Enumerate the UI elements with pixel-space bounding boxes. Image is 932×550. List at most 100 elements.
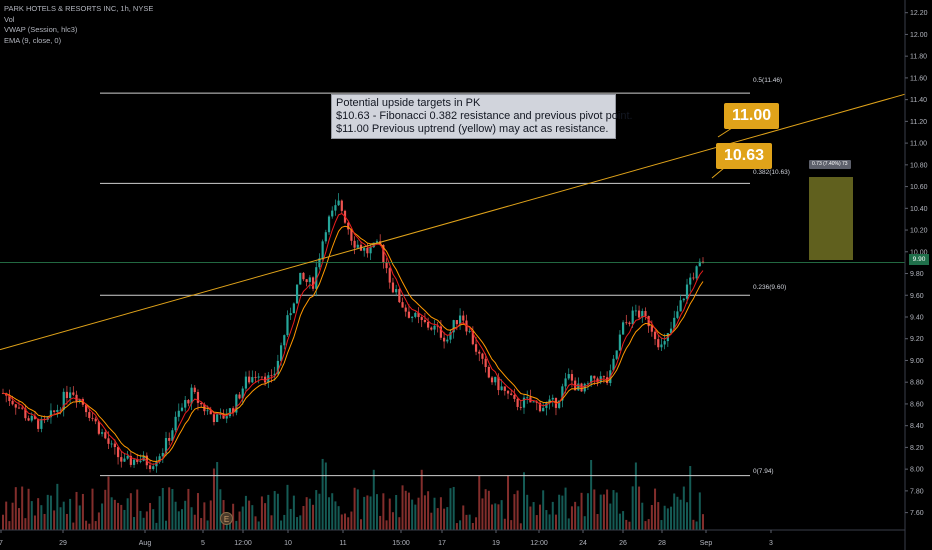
- volume-bar: [692, 519, 695, 530]
- candle-body: [490, 377, 494, 383]
- volume-bar: [462, 505, 465, 530]
- volume-bar: [567, 518, 570, 530]
- volume-bar: [455, 523, 458, 530]
- volume-bar: [494, 503, 497, 530]
- candle-body: [209, 410, 212, 415]
- volume-bar: [286, 484, 289, 530]
- candle-body: [113, 443, 116, 448]
- volume-bar: [475, 517, 478, 530]
- candle-body: [484, 358, 487, 367]
- price-tick-label: 10.60: [910, 184, 928, 191]
- volume-bar: [663, 505, 666, 530]
- volume-bar: [596, 514, 599, 530]
- volume-bar: [193, 514, 196, 530]
- fib-label-0-382: 0.382(10.63): [753, 169, 790, 176]
- volume-bar: [526, 494, 529, 530]
- callout-lower-target[interactable]: 10.63: [716, 143, 773, 169]
- volume-bar: [465, 514, 468, 530]
- volume-bar: [519, 523, 522, 530]
- callout-upper-target[interactable]: 11.00: [724, 103, 780, 129]
- volume-bar: [459, 520, 462, 530]
- price-tick-label: 9.80: [910, 271, 924, 278]
- long-position-box[interactable]: [809, 177, 853, 260]
- candle-body: [187, 400, 190, 404]
- candle-body: [206, 410, 209, 412]
- candle-body: [375, 241, 379, 243]
- volume-bar: [145, 511, 148, 530]
- indicator-lines: [2, 212, 704, 465]
- uptrend-line[interactable]: [0, 93, 906, 351]
- volume-bar: [72, 522, 75, 530]
- volume-bar: [168, 487, 171, 530]
- volume-bar: [443, 508, 446, 530]
- volume-bar: [554, 514, 557, 530]
- candle-body: [692, 277, 695, 279]
- time-tick-label: 26: [619, 540, 627, 547]
- candle-body: [254, 377, 257, 378]
- price-tick-label: 10.80: [910, 162, 928, 169]
- volume-bar: [673, 493, 676, 530]
- candle-body: [152, 466, 155, 470]
- legend-vwap[interactable]: VWAP (Session, hlc3): [4, 25, 78, 34]
- fib-label-0-5: 0.5(11.46): [753, 77, 783, 84]
- volume-bar: [318, 493, 321, 530]
- volume-bar: [366, 495, 369, 530]
- candle-body: [414, 312, 417, 317]
- time-tick-label: 12:00: [234, 540, 252, 547]
- candle-body: [311, 277, 315, 289]
- volume-bar: [427, 491, 430, 530]
- volume-bar: [602, 494, 605, 530]
- volume-bar: [344, 513, 347, 530]
- volume-bar: [149, 502, 152, 530]
- volume-bar: [321, 458, 324, 530]
- fib-label-0: 0(7.94): [753, 468, 774, 475]
- candle-body: [40, 418, 43, 429]
- candle-body: [455, 320, 458, 325]
- time-tick-label: 19: [492, 540, 500, 547]
- volume-bar: [40, 505, 43, 530]
- price-tick-label: 9.60: [910, 293, 924, 300]
- time-tick-label: 29: [59, 540, 67, 547]
- candle-body: [391, 282, 395, 293]
- time-axis[interactable]: 7 29 Aug 5 12:00 10 11 15:00 17 19 12:00 24 26 28 Sep 3: [0, 529, 905, 547]
- annotation-note[interactable]: Potential upside targets in PK $10.63 - …: [331, 94, 633, 139]
- volume-bar: [401, 485, 404, 530]
- volume-bar: [27, 488, 30, 530]
- candle-body: [248, 376, 251, 383]
- price-axis[interactable]: 12.20 12.00 11.80 11.60 11.40 11.20 11.00 10.80…: [904, 0, 928, 550]
- volume-bar: [612, 490, 615, 530]
- candle-body: [682, 298, 685, 301]
- volume-bar: [570, 506, 573, 530]
- candle-body: [324, 232, 327, 242]
- volume-bar: [491, 504, 494, 530]
- volume-bar: [165, 520, 168, 530]
- volume-bar: [404, 490, 407, 530]
- volume-bar: [184, 500, 187, 530]
- candle-body: [407, 311, 411, 318]
- symbol-title[interactable]: PARK HOTELS & RESORTS INC, 1h, NYSE: [4, 4, 154, 13]
- volume-bar: [545, 510, 548, 530]
- candle-body: [17, 407, 21, 409]
- candle-body: [471, 330, 474, 345]
- candle-body: [212, 414, 216, 423]
- volume-bar: [593, 489, 596, 530]
- callout-pointer: [711, 167, 725, 179]
- legend-ema[interactable]: EMA (9, close, 0): [4, 35, 62, 45]
- volume-bar: [666, 508, 669, 530]
- volume-bar: [644, 521, 647, 530]
- candle-body: [49, 410, 53, 418]
- candle-body: [24, 408, 27, 419]
- legend-volume[interactable]: Vol: [4, 14, 15, 24]
- volume-bar: [190, 507, 193, 530]
- candle-body: [561, 386, 564, 401]
- candle-body: [232, 408, 235, 413]
- volume-bar: [337, 506, 340, 530]
- candle-body: [327, 216, 331, 233]
- volume-bar: [331, 493, 334, 530]
- volume-bar: [507, 475, 510, 530]
- volume-bar: [417, 497, 420, 530]
- candle-body: [657, 339, 660, 348]
- earnings-marker[interactable]: E: [220, 512, 233, 525]
- candle-body: [366, 247, 369, 254]
